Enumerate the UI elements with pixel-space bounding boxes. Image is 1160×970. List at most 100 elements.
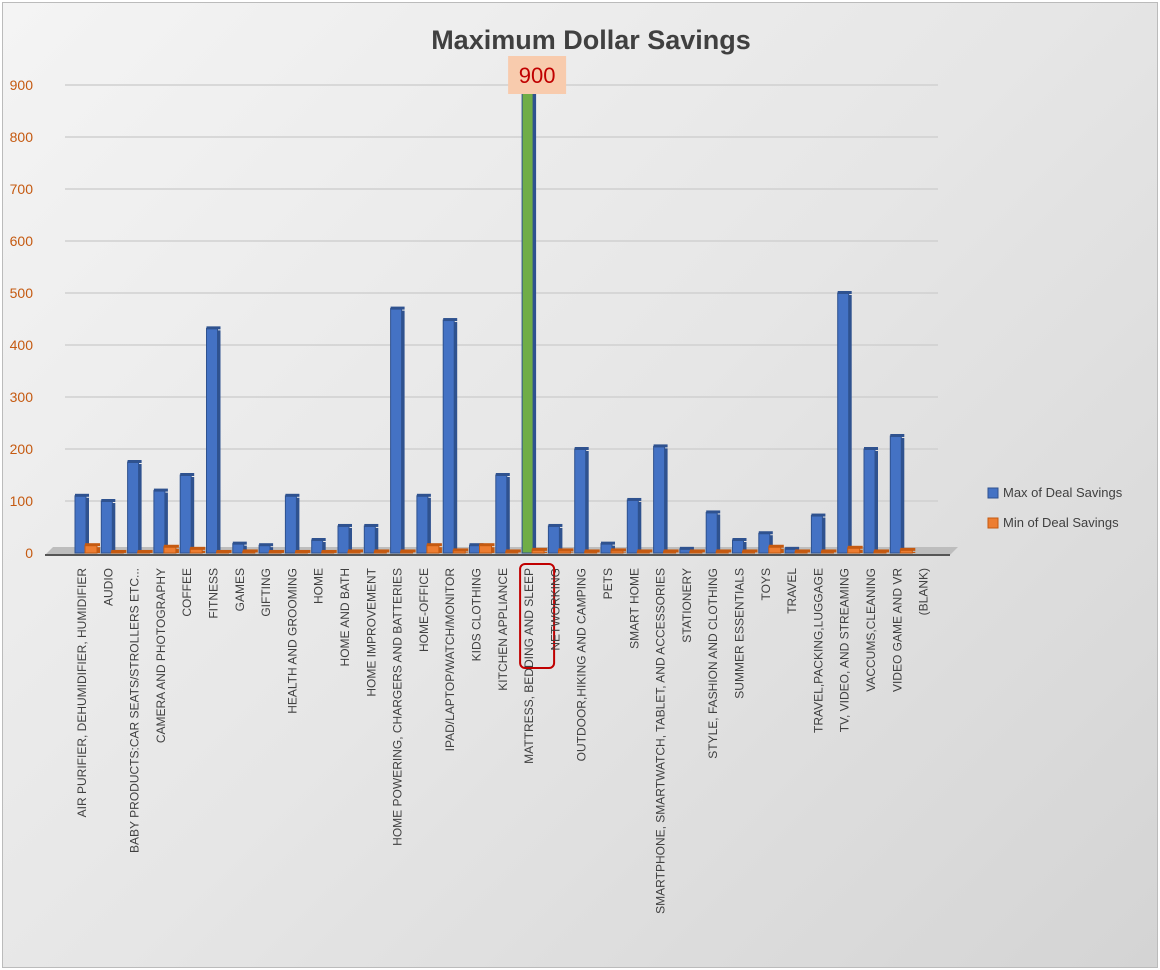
bar-max	[179, 474, 192, 554]
x-tick-label: NETWORKING	[548, 568, 562, 651]
chart-title: Maximum Dollar Savings	[431, 25, 751, 55]
bar-max	[442, 319, 455, 554]
bar-top	[653, 444, 668, 448]
x-tick-label: AUDIO	[101, 568, 115, 606]
bar-max	[153, 490, 166, 554]
bar-side	[465, 552, 469, 553]
bar-top	[416, 493, 431, 497]
y-tick-label: 800	[10, 129, 34, 145]
bar-max	[337, 525, 350, 554]
bar-top	[689, 549, 705, 553]
x-tick-label: STYLE, FASHION AND CLOTHING	[706, 568, 720, 759]
bar-top	[479, 543, 495, 547]
bar-side	[164, 492, 168, 553]
x-tick-label: TRAVEL	[785, 568, 799, 614]
bar-side	[175, 548, 179, 553]
bar-top	[242, 549, 258, 553]
bar-max	[626, 499, 639, 554]
y-tick-label: 100	[10, 493, 34, 509]
bar-top	[400, 549, 416, 553]
bar-top	[469, 543, 484, 547]
x-tick-label: SUMMER ESSENTIALS	[733, 568, 747, 699]
bar-side	[848, 295, 852, 553]
bar-top	[900, 547, 916, 551]
bar-top	[768, 544, 784, 548]
bar-top	[137, 549, 153, 553]
bar-side	[112, 503, 116, 553]
bar-min	[426, 544, 440, 554]
bar-top	[453, 548, 469, 552]
bar-max	[521, 84, 534, 554]
bar-top	[190, 546, 206, 550]
legend-label: Min of Deal Savings	[1003, 515, 1119, 530]
bar-min	[479, 544, 492, 554]
bar-max	[705, 511, 718, 554]
legend-swatch	[987, 487, 999, 499]
bar-side	[780, 548, 784, 553]
bar-side	[138, 464, 142, 553]
bar-side	[191, 477, 195, 553]
bar-side	[491, 547, 495, 553]
bar-max	[758, 532, 771, 554]
x-tick-label: HEALTH AND GROOMING	[285, 568, 299, 714]
bar-top	[864, 447, 878, 450]
bar-max	[837, 292, 850, 554]
x-tick-label: VIDEO GAME AND VR	[890, 568, 904, 692]
bar-top	[163, 544, 179, 548]
bar-max	[889, 435, 902, 554]
bar-side	[875, 451, 878, 553]
bar-top	[216, 549, 232, 553]
y-tick-label: 700	[10, 181, 34, 197]
bar-side	[401, 310, 405, 553]
bar-side	[296, 497, 300, 553]
bar-top	[495, 473, 510, 476]
bar-side	[86, 497, 89, 553]
bar-side	[97, 547, 100, 553]
x-tick-label: HOME IMPROVEMENT	[364, 567, 378, 696]
bar-top	[364, 523, 379, 527]
bar-side	[664, 448, 668, 553]
x-tick-label: TV, VIDEO, AND STREAMING	[838, 568, 852, 732]
bar-side	[623, 552, 626, 553]
bar-side	[322, 542, 326, 553]
x-tick-label: MATTRESS, BEDDING AND SLEEP	[522, 568, 536, 764]
bar-max	[547, 525, 560, 554]
bar-side	[349, 527, 352, 553]
y-tick-label: 900	[10, 77, 34, 93]
x-tick-label: HOME AND BATH	[338, 568, 352, 666]
bar-max	[74, 495, 87, 554]
x-tick-label: (BLANK)	[917, 568, 931, 615]
bar-side	[585, 451, 589, 553]
bar-side	[243, 545, 247, 553]
bar-top	[390, 306, 405, 310]
bar-top	[611, 548, 626, 552]
highlight-outline	[519, 563, 556, 669]
bar-min	[84, 544, 98, 554]
bar-max	[390, 308, 403, 554]
bar-side	[638, 501, 642, 553]
y-tick-label: 300	[10, 389, 34, 405]
x-tick-label: IPAD/LAPTOP/WATCH/MONITOR	[443, 568, 457, 752]
legend-label: Max of Deal Savings	[1003, 485, 1123, 500]
x-tick-label: BABY PRODUCTS:CAR SEATS/STROLLERS ETC...	[128, 568, 142, 853]
x-tick-label: HOME-OFFICE	[417, 568, 431, 652]
bar-top	[443, 318, 458, 322]
bar-top	[85, 543, 100, 547]
x-tick-label: TRAVEL,PACKING,LUGGAGE	[811, 568, 825, 733]
x-tick-label: KIDS CLOTHING	[470, 568, 484, 661]
x-tick-label: GAMES	[233, 568, 247, 611]
bar-top	[742, 549, 758, 553]
bar-top	[259, 543, 274, 547]
bar-max	[469, 544, 481, 554]
bar-top	[663, 549, 679, 553]
bar-side	[202, 550, 206, 553]
bar-top	[847, 545, 863, 549]
bar-max	[653, 445, 666, 554]
bar-max	[416, 495, 429, 554]
y-tick-label: 600	[10, 233, 34, 249]
bar-max	[495, 474, 508, 554]
bar-max	[810, 515, 823, 554]
y-tick-label: 500	[10, 285, 34, 301]
bar-top	[548, 523, 563, 527]
